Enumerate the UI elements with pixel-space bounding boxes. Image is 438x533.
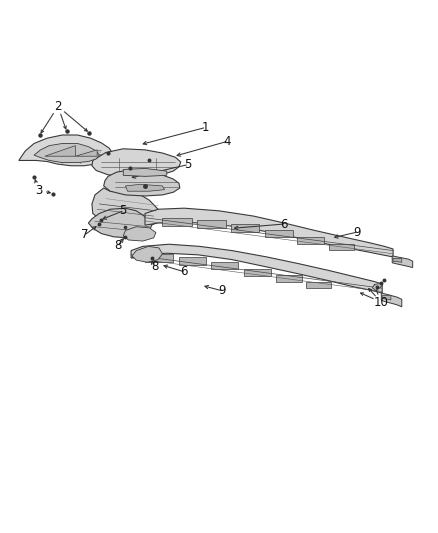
Polygon shape <box>382 296 391 300</box>
Text: 7: 7 <box>81 228 89 241</box>
Polygon shape <box>75 150 97 156</box>
Polygon shape <box>392 256 413 268</box>
Text: 10: 10 <box>374 295 389 309</box>
Polygon shape <box>372 284 382 290</box>
Polygon shape <box>197 220 226 228</box>
Text: 1: 1 <box>201 121 209 134</box>
Polygon shape <box>104 170 180 196</box>
Polygon shape <box>179 257 206 265</box>
Polygon shape <box>231 224 259 231</box>
Polygon shape <box>393 259 402 262</box>
Polygon shape <box>145 208 393 257</box>
Text: 6: 6 <box>180 265 188 278</box>
Polygon shape <box>306 282 331 288</box>
Polygon shape <box>328 244 354 250</box>
Text: 4: 4 <box>223 135 231 148</box>
Polygon shape <box>244 269 271 276</box>
Text: 8: 8 <box>114 239 122 252</box>
Polygon shape <box>162 218 192 226</box>
Polygon shape <box>19 135 113 166</box>
Polygon shape <box>131 244 382 293</box>
Polygon shape <box>123 168 167 176</box>
Polygon shape <box>88 208 152 238</box>
Polygon shape <box>145 254 173 262</box>
Polygon shape <box>381 293 402 307</box>
Polygon shape <box>92 188 160 227</box>
Polygon shape <box>125 184 165 191</box>
Text: 5: 5 <box>184 158 191 171</box>
Text: 6: 6 <box>279 217 287 231</box>
Polygon shape <box>276 275 302 282</box>
Polygon shape <box>92 149 181 177</box>
Polygon shape <box>45 146 75 156</box>
Polygon shape <box>297 237 324 244</box>
Text: 9: 9 <box>219 285 226 297</box>
Text: 9: 9 <box>353 225 361 239</box>
Polygon shape <box>132 246 162 262</box>
Polygon shape <box>34 143 99 163</box>
Text: 3: 3 <box>35 184 42 197</box>
Text: 5: 5 <box>120 204 127 217</box>
Text: 2: 2 <box>54 100 62 113</box>
Polygon shape <box>265 230 293 237</box>
Text: 8: 8 <box>151 260 158 273</box>
Polygon shape <box>123 227 156 241</box>
Polygon shape <box>211 262 238 269</box>
